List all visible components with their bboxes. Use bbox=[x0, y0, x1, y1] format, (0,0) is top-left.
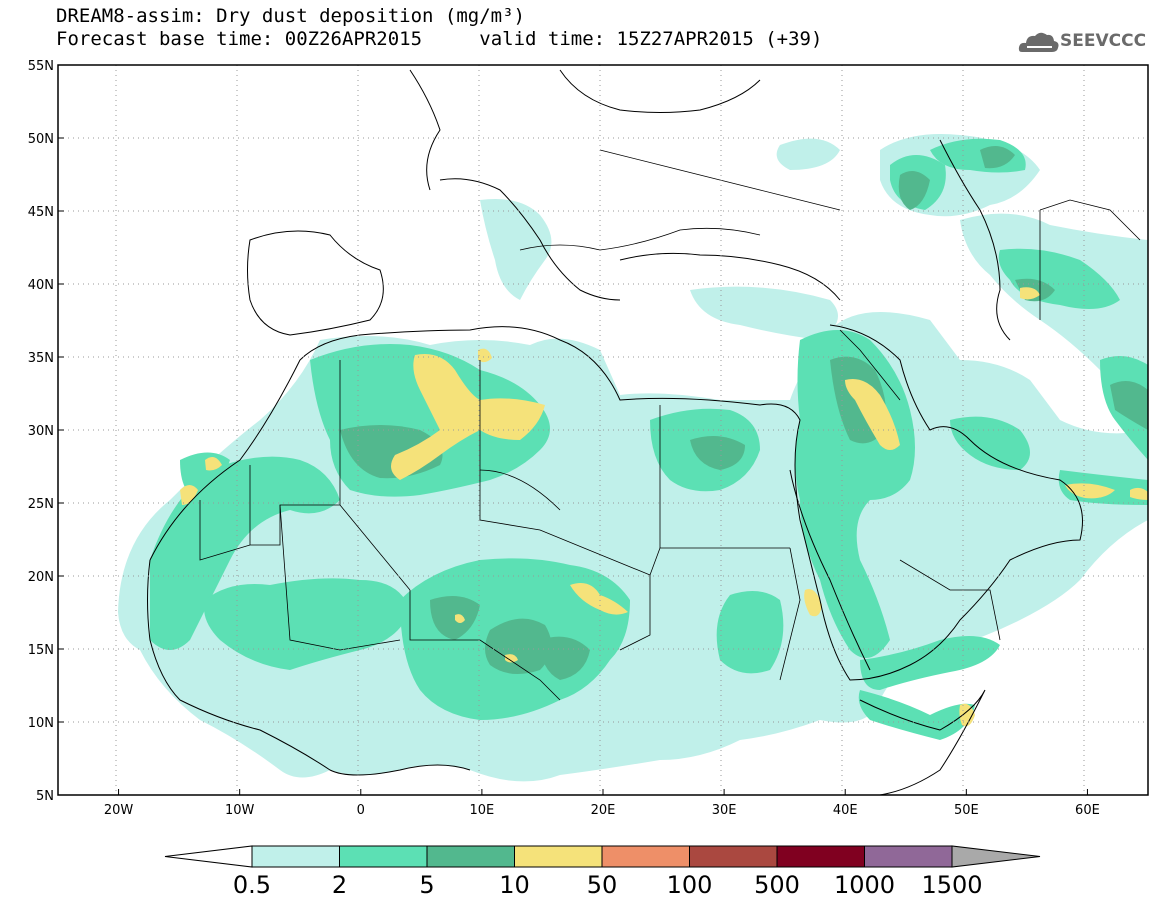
lat-label: 5N bbox=[36, 789, 54, 804]
lat-label: 20N bbox=[28, 570, 54, 585]
logo-text: SEEVCCC bbox=[1060, 31, 1147, 51]
colorbar-swatch bbox=[601, 845, 690, 868]
map-grid bbox=[58, 65, 1148, 795]
colorbar-swatch bbox=[864, 845, 953, 868]
forecast-times: Forecast base time: 00Z26APR2015 valid t… bbox=[56, 29, 822, 49]
colorbar-swatch bbox=[251, 845, 340, 868]
map-title: DREAM8-assim: Dry dust deposition (mg/m³… bbox=[56, 5, 525, 27]
lat-label: 50N bbox=[28, 132, 54, 147]
lon-label: 20W bbox=[104, 803, 134, 818]
lat-label: 30N bbox=[28, 424, 54, 439]
lat-label: 45N bbox=[28, 205, 54, 220]
longitude-axis: 20W 10W 0 10E 20E 30E 40E 50E 60E bbox=[104, 789, 1100, 818]
colorbar-label: 1500 bbox=[921, 871, 982, 899]
country-borders bbox=[199, 149, 1141, 701]
colorbar-label: 1000 bbox=[834, 871, 895, 899]
colorbar-under-arrow bbox=[164, 845, 253, 868]
valid-time: valid time: 15Z27APR2015 (+39) bbox=[479, 28, 823, 50]
latitude-axis: 55N 50N 45N 40N 35N 30N 25N 20N 15N 10N 5N bbox=[28, 59, 64, 804]
lat-label: 40N bbox=[28, 278, 54, 293]
colorbar-label: 5 bbox=[419, 871, 434, 899]
colorbar-swatch bbox=[426, 845, 515, 868]
colorbar-label: 0.5 bbox=[233, 871, 271, 899]
base-time: Forecast base time: 00Z26APR2015 bbox=[56, 28, 423, 50]
lon-label: 60E bbox=[1075, 803, 1100, 818]
colorbar-label: 2 bbox=[332, 871, 347, 899]
colorbar: 0.5 2 5 10 50 100 500 1000 1500 bbox=[164, 845, 1041, 899]
lon-label: 40E bbox=[833, 803, 858, 818]
coastlines bbox=[147, 69, 1083, 795]
lat-label: 55N bbox=[28, 59, 54, 74]
colorbar-swatch bbox=[339, 845, 428, 868]
lat-label: 15N bbox=[28, 643, 54, 658]
lat-label: 25N bbox=[28, 497, 54, 512]
lon-label: 10W bbox=[225, 803, 255, 818]
colorbar-over-arrow bbox=[951, 845, 1041, 868]
lon-label: 10E bbox=[470, 803, 495, 818]
colorbar-label: 10 bbox=[499, 871, 530, 899]
colorbar-swatch bbox=[514, 845, 603, 868]
lon-label: 30E bbox=[712, 803, 737, 818]
colorbar-swatch bbox=[776, 845, 865, 868]
lon-label: 20E bbox=[591, 803, 616, 818]
lat-label: 10N bbox=[28, 716, 54, 731]
cloud-icon bbox=[1018, 32, 1059, 52]
lat-label: 35N bbox=[28, 351, 54, 366]
colorbar-label: 500 bbox=[754, 871, 800, 899]
colorbar-label: 50 bbox=[587, 871, 618, 899]
colorbar-label: 100 bbox=[667, 871, 713, 899]
lon-label: 50E bbox=[954, 803, 979, 818]
colorbar-swatch bbox=[689, 845, 778, 868]
deposition-field bbox=[118, 134, 1148, 782]
lon-label: 0 bbox=[357, 803, 365, 818]
